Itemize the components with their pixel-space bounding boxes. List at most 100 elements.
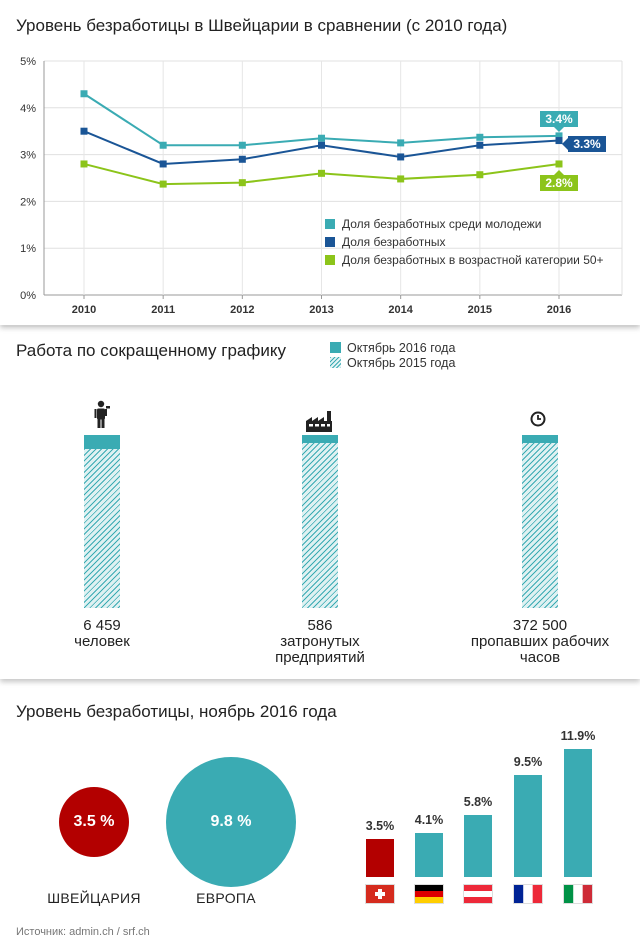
data-point [397, 153, 405, 161]
legend-swatch-previous [330, 357, 341, 368]
bar-hours-previous [522, 443, 558, 608]
x-tick-label: 2012 [230, 304, 254, 316]
end-label: 3.3% [573, 137, 601, 151]
country-bar [514, 774, 542, 877]
source-note: Источник: admin.ch / srf.ch [16, 926, 150, 938]
line-chart-section: Уровень безработицы в Швейцарии в сравне… [0, 0, 640, 325]
short-time-section: Работа по сокращенному графику Октябрь 2… [0, 327, 640, 679]
factory-icon [306, 411, 332, 432]
country-bar [366, 839, 394, 877]
legend-swatch [325, 219, 335, 229]
people-value: 6 459 [83, 617, 121, 634]
companies-value-block: 586 затронутых предприятий [220, 618, 420, 666]
data-point [80, 160, 88, 168]
short-time-title: Работа по сокращенному графику [16, 341, 286, 360]
end-label-pointer [554, 127, 564, 132]
country-bar-label: 9.5% [513, 754, 543, 769]
legend-swatch-current [330, 342, 341, 353]
data-point [318, 134, 325, 142]
de-flag [415, 885, 443, 903]
switzerland-circle: 3.5 % [59, 787, 129, 857]
data-point [476, 133, 484, 141]
people-label: человек [74, 633, 130, 650]
end-label-bg [568, 136, 606, 152]
data-point [238, 155, 246, 163]
companies-label: затронутых предприятий [275, 633, 365, 666]
bar-companies-current [302, 435, 338, 443]
it-flag [564, 885, 592, 903]
x-tick-label: 2015 [468, 304, 492, 316]
short-time-legend: Октябрь 2016 года Октябрь 2015 года [330, 340, 455, 370]
data-point [238, 141, 246, 149]
bar-hours [522, 435, 558, 608]
comparison-section: Уровень безработицы, ноябрь 2016 года 3.… [0, 681, 640, 950]
data-point [80, 127, 88, 135]
x-tick-label: 2014 [388, 304, 413, 316]
bar-companies [302, 435, 338, 608]
hours-value: 372 500 [512, 617, 568, 634]
data-point [159, 160, 167, 168]
country-bar-label: 11.9% [560, 729, 596, 743]
europe-label: ЕВРОПА [196, 890, 256, 906]
hours-value-block: 372 500 пропавших рабочих часов [440, 618, 640, 666]
end-label: 3.4% [545, 112, 573, 126]
legend-label: Доля безработных среди молодежи [342, 217, 541, 231]
fr-flag [514, 885, 542, 903]
bar-people-previous [84, 449, 120, 608]
data-point [476, 141, 484, 149]
country-bar [464, 814, 492, 877]
y-tick-label: 4% [20, 103, 36, 115]
legend-swatch [325, 237, 335, 247]
legend-swatch [325, 255, 335, 265]
data-point [555, 160, 563, 168]
y-tick-label: 1% [20, 243, 36, 255]
x-tick-label: 2016 [547, 304, 571, 316]
country-bar [415, 832, 443, 877]
x-tick-label: 2011 [151, 304, 175, 316]
y-tick-label: 3% [20, 150, 36, 162]
y-tick-label: 0% [20, 290, 36, 302]
bar-hours-current [522, 435, 558, 443]
data-point [159, 180, 167, 188]
country-bar-label: 5.8% [463, 794, 493, 809]
end-label-bg [540, 175, 578, 191]
people-value-block: 6 459 человек [2, 618, 202, 650]
data-point [397, 175, 405, 183]
data-point [159, 141, 167, 149]
data-point [555, 137, 563, 145]
line-chart-title: Уровень безработицы в Швейцарии в сравне… [16, 16, 508, 35]
data-point [555, 132, 563, 140]
comparison-title: Уровень безработицы, ноябрь 2016 года [16, 702, 337, 721]
clock-icon [530, 411, 546, 427]
hours-label: пропавших рабочих часов [470, 633, 610, 666]
end-label-pointer [562, 138, 568, 150]
legend-previous: Октябрь 2015 года [347, 355, 456, 370]
switzerland-label: ШВЕЙЦАРИЯ [47, 890, 141, 906]
europe-value: 9.8 % [210, 813, 252, 830]
worker-icon [94, 400, 110, 428]
end-label-pointer [554, 170, 564, 175]
ch-flag [366, 885, 394, 903]
country-bar-label: 4.1% [414, 812, 444, 827]
legend-current: Октябрь 2016 года [347, 340, 456, 355]
data-point [397, 139, 405, 147]
y-tick-label: 2% [20, 196, 36, 208]
at-flag [464, 885, 492, 903]
data-point [238, 179, 246, 187]
switzerland-value: 3.5 % [73, 813, 115, 830]
data-point [80, 90, 88, 98]
legend-label: Доля безработных в возрастной категории … [342, 253, 604, 267]
data-point [318, 141, 325, 149]
companies-value: 586 [307, 617, 333, 634]
bar-people [84, 435, 120, 608]
end-label-bg [540, 111, 578, 127]
data-point [476, 171, 484, 179]
data-point [318, 169, 325, 177]
country-bar [564, 749, 592, 877]
line-chart: 0% 1% 2% 3% 4% 5% 2010 2011 2012 2013 2014 2015 2016… [20, 56, 623, 316]
bar-companies-previous [302, 443, 338, 608]
bar-people-current [84, 435, 120, 449]
country-bar-label: 3.5% [365, 819, 395, 834]
y-tick-label: 5% [20, 56, 36, 68]
end-label: 2.8% [545, 176, 573, 190]
